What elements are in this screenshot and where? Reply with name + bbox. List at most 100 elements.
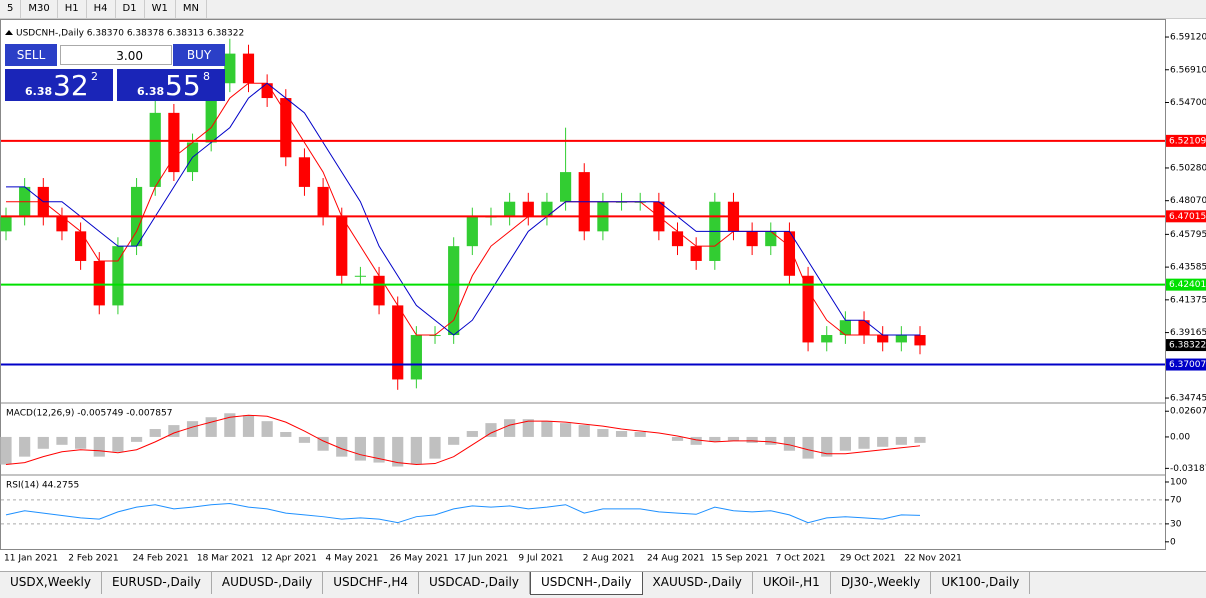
- chart-tab[interactable]: USDCHF-,H4: [323, 572, 419, 594]
- macd-bar: [56, 436, 68, 445]
- lot-input[interactable]: 3.00: [60, 45, 172, 65]
- macd-bar: [186, 421, 199, 437]
- chart-tab[interactable]: USDX,Weekly: [0, 572, 102, 594]
- candle-body: [559, 172, 572, 202]
- macd-bar: [877, 436, 889, 447]
- chart-tab[interactable]: EURUSD-,Daily: [102, 572, 212, 594]
- candle-body: [877, 335, 889, 343]
- macd-bar: [839, 436, 851, 451]
- macd-bar: [429, 436, 441, 459]
- macd-bar: [448, 436, 460, 445]
- chart-tabs: USDX,Weekly EURUSD-,Daily AUDUSD-,Daily USD…: [0, 571, 1206, 598]
- macd-bar: [914, 436, 926, 443]
- candle-body: [242, 53, 255, 84]
- candle-body: [448, 246, 460, 336]
- candle-body: [224, 53, 236, 84]
- macd-bar: [541, 421, 553, 437]
- macd-bar: [75, 436, 87, 449]
- chart-window: USDCNH-,Daily 6.38370 6.38378 6.38313 6.…: [0, 19, 1206, 564]
- macd-bar: [298, 436, 311, 443]
- candle-body: [522, 201, 534, 217]
- chart-tab[interactable]: USDCAD-,Daily: [419, 572, 530, 594]
- macd-signal: [5, 414, 921, 466]
- chart-tab[interactable]: AUDUSD-,Daily: [212, 572, 324, 594]
- candle-body: [541, 201, 553, 217]
- candle-body: [765, 231, 777, 247]
- macd-bar: [261, 421, 273, 437]
- candle-body: [168, 112, 180, 173]
- chart-tab[interactable]: USDCNH-,Daily: [529, 572, 643, 595]
- macd-bar: [746, 436, 758, 443]
- candle-body: [261, 83, 273, 99]
- macd-bar: [522, 419, 534, 437]
- level-tag: [1166, 358, 1206, 371]
- timeframe-button[interactable]: H1: [58, 0, 87, 18]
- macd-bar: [504, 419, 516, 437]
- price-label: 6.56910: [1170, 65, 1206, 75]
- date-label: 12 Apr 2021: [261, 554, 317, 564]
- date-label: 24 Feb 2021: [133, 554, 189, 564]
- timeframe-button[interactable]: W1: [145, 0, 176, 18]
- macd-bar: [559, 423, 572, 437]
- macd-bar: [205, 417, 217, 437]
- macd-bar: [149, 429, 161, 437]
- timeframe-button[interactable]: M30: [21, 0, 58, 18]
- symbol-header: USDCNH-,Daily 6.38370 6.38378 6.38313 6.…: [16, 29, 244, 39]
- macd-bar: [690, 436, 702, 445]
- macd-bar: [634, 432, 646, 437]
- rsi-tick-label: 0: [1170, 537, 1176, 547]
- macd-bar: [821, 436, 833, 457]
- macd-bar: [802, 436, 814, 459]
- rsi-label: RSI(14) 44.2755: [6, 481, 79, 491]
- price-label: 6.48070: [1170, 196, 1206, 206]
- candle-body: [336, 216, 348, 276]
- macd-tick-label: -0.03187: [1170, 464, 1206, 474]
- chart-tab[interactable]: XAUUSD-,Daily: [643, 572, 753, 594]
- candle-body: [690, 246, 702, 261]
- macd-bar: [597, 429, 609, 437]
- price-label: 6.39165: [1170, 328, 1206, 338]
- timeframe-button[interactable]: MN: [176, 0, 207, 18]
- candle-body: [914, 335, 926, 346]
- buy-button[interactable]: BUY: [173, 44, 225, 66]
- candle-body: [56, 216, 68, 232]
- level-tag: [1166, 210, 1206, 223]
- macd-bar: [671, 436, 684, 441]
- candle-body: [783, 231, 796, 276]
- candle-body: [466, 216, 478, 247]
- level-label: 6.37007: [1169, 360, 1206, 370]
- macd-label: MACD(12,26,9) -0.005749 -0.007857: [6, 409, 172, 419]
- level-tag: [1166, 278, 1206, 291]
- candle-body: [392, 305, 404, 380]
- candle-body: [280, 98, 292, 158]
- chart-tab[interactable]: DJ30-,Weekly: [831, 572, 932, 594]
- date-label: 29 Oct 2021: [840, 554, 896, 564]
- candle-body: [839, 320, 851, 336]
- candle-body: [802, 275, 814, 343]
- candle-body: [373, 275, 385, 306]
- date-label: 15 Sep 2021: [711, 554, 768, 564]
- date-label: 7 Oct 2021: [776, 554, 826, 564]
- macd-bar: [373, 436, 385, 463]
- ask-box[interactable]: 6.38 55 8: [117, 69, 225, 102]
- timeframe-button[interactable]: H4: [87, 0, 116, 18]
- bid-box[interactable]: 6.38 32 2: [5, 69, 113, 102]
- current-price-tag: [1166, 339, 1206, 352]
- rsi-line: [5, 503, 921, 524]
- date-label: 17 Jun 2021: [454, 554, 508, 564]
- sell-button[interactable]: SELL: [5, 44, 57, 66]
- date-label: 11 Jan 2021: [4, 554, 58, 564]
- chart-tab[interactable]: UK100-,Daily: [931, 572, 1031, 594]
- macd-bar: [392, 436, 404, 467]
- macd-bar: [858, 436, 870, 449]
- current-price-label: 6.38322: [1169, 341, 1206, 351]
- date-label: 26 May 2021: [390, 554, 449, 564]
- timeframe-button[interactable]: 5: [0, 0, 22, 18]
- level-label: 6.42401: [1169, 280, 1206, 290]
- bid-big: 32: [53, 69, 89, 102]
- chart-tab[interactable]: UKOil-,H1: [753, 572, 831, 594]
- timeframe-button[interactable]: D1: [116, 0, 145, 18]
- macd-bar: [0, 436, 12, 465]
- price-label: 6.45795: [1170, 230, 1206, 240]
